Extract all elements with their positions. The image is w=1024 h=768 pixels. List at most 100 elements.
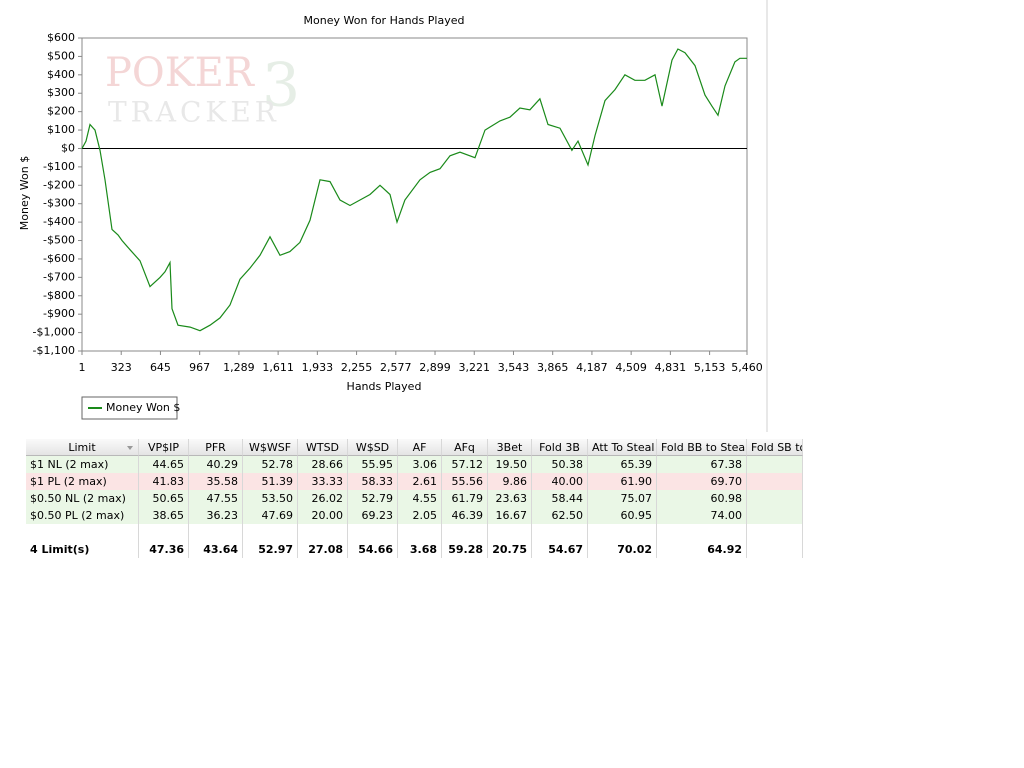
table-cell (26, 524, 139, 541)
column-header[interactable]: Att To Steal (588, 439, 657, 456)
table-cell: 26.02 (298, 490, 348, 507)
table-cell: 61.79 (442, 490, 488, 507)
column-header[interactable]: VP$IP (139, 439, 189, 456)
table-cell: $1 PL (2 max) (26, 473, 139, 490)
table-cell: 58.44 (532, 490, 588, 507)
table-cell: 60.98 (657, 490, 747, 507)
table-cell: 3.68 (398, 541, 442, 558)
table-cell: 23.63 (488, 490, 532, 507)
table-cell (442, 524, 488, 541)
table-cell: 52.78 (243, 456, 298, 473)
column-header[interactable]: 3Bet (488, 439, 532, 456)
x-tick-label: 1,933 (302, 361, 334, 374)
table-cell: 43.64 (189, 541, 243, 558)
table-cell: 52.79 (348, 490, 398, 507)
x-tick-label: 3,221 (459, 361, 491, 374)
y-tick-label: $400 (47, 68, 75, 81)
table-cell: 51.39 (243, 473, 298, 490)
x-axis-label: Hands Played (347, 380, 422, 393)
table-cell: 47.55 (189, 490, 243, 507)
x-tick-label: 323 (111, 361, 132, 374)
table-cell: 61.90 (588, 473, 657, 490)
watermark: TRACKER (108, 96, 280, 129)
y-tick-label: $200 (47, 105, 75, 118)
table-cell: 35.58 (189, 473, 243, 490)
x-tick-label: 3,543 (498, 361, 530, 374)
table-cell: 2.05 (398, 507, 442, 524)
table-cell: 46.39 (442, 507, 488, 524)
table-cell: 75.07 (588, 490, 657, 507)
column-header[interactable]: W$WSF (243, 439, 298, 456)
table-cell: 40.00 (532, 473, 588, 490)
watermark: POKER (105, 50, 256, 96)
table-cell: 70.02 (588, 541, 657, 558)
table-cell: 60.95 (588, 507, 657, 524)
table-cell: 69.23 (348, 507, 398, 524)
table-cell (243, 524, 298, 541)
table-cell: 44.65 (139, 456, 189, 473)
table-cell: 28.66 (298, 456, 348, 473)
table-cell: 50.38 (532, 456, 588, 473)
watermark: 3 (262, 51, 300, 121)
column-header[interactable]: WTSD (298, 439, 348, 456)
table-cell: 52.97 (243, 541, 298, 558)
plot-area (81, 37, 748, 352)
table-cell (139, 524, 189, 541)
y-tick-label: -$700 (43, 270, 75, 283)
legend-label: Money Won $ (106, 401, 180, 414)
table-cell (747, 456, 803, 473)
table-cell: 36.23 (189, 507, 243, 524)
y-tick-label: -$300 (43, 197, 75, 210)
column-header[interactable]: W$SD (348, 439, 398, 456)
table-cell (747, 473, 803, 490)
column-header[interactable]: Fold 3B (532, 439, 588, 456)
table-cell: 58.33 (348, 473, 398, 490)
table-cell: 9.86 (488, 473, 532, 490)
data-line (81, 48, 747, 332)
table-cell (298, 524, 348, 541)
x-tick-label: 4,831 (655, 361, 687, 374)
y-tick-label: -$600 (43, 252, 75, 265)
legend (81, 396, 178, 420)
column-header[interactable]: AFq (442, 439, 488, 456)
table-cell: 41.83 (139, 473, 189, 490)
table-cell: 53.50 (243, 490, 298, 507)
x-tick-label: 4,509 (615, 361, 647, 374)
column-header[interactable]: Fold BB to Steal (657, 439, 747, 456)
x-tick-label: 5,153 (694, 361, 726, 374)
table-cell: 38.65 (139, 507, 189, 524)
x-tick-label: 1,611 (262, 361, 294, 374)
x-tick-label: 645 (150, 361, 171, 374)
table-cell (348, 524, 398, 541)
table-cell: 16.67 (488, 507, 532, 524)
y-tick-label: -$900 (43, 307, 75, 320)
y-tick-label: -$400 (43, 215, 75, 228)
table-cell (747, 490, 803, 507)
table-cell: 57.12 (442, 456, 488, 473)
table-cell: 54.67 (532, 541, 588, 558)
y-tick-label: $500 (47, 49, 75, 62)
x-tick-label: 1 (79, 361, 86, 374)
table-cell: 50.65 (139, 490, 189, 507)
table-cell (657, 524, 747, 541)
column-header[interactable]: AF (398, 439, 442, 456)
table-cell: 3.06 (398, 456, 442, 473)
table-cell: 20.00 (298, 507, 348, 524)
y-tick-label: -$800 (43, 289, 75, 302)
table-cell: 47.36 (139, 541, 189, 558)
table-cell: 65.39 (588, 456, 657, 473)
y-tick-label: -$200 (43, 178, 75, 191)
sort-arrow (127, 446, 133, 450)
x-tick-label: 1,289 (223, 361, 255, 374)
table-cell (488, 524, 532, 541)
column-header[interactable]: PFR (189, 439, 243, 456)
table-cell: 69.70 (657, 473, 747, 490)
table-cell: 20.75 (488, 541, 532, 558)
column-header[interactable]: Limit (26, 439, 139, 456)
table-cell (747, 524, 803, 541)
table-cell: 59.28 (442, 541, 488, 558)
y-tick-label: $300 (47, 86, 75, 99)
column-header[interactable]: Fold SB to (747, 439, 803, 456)
table-cell: 4.55 (398, 490, 442, 507)
